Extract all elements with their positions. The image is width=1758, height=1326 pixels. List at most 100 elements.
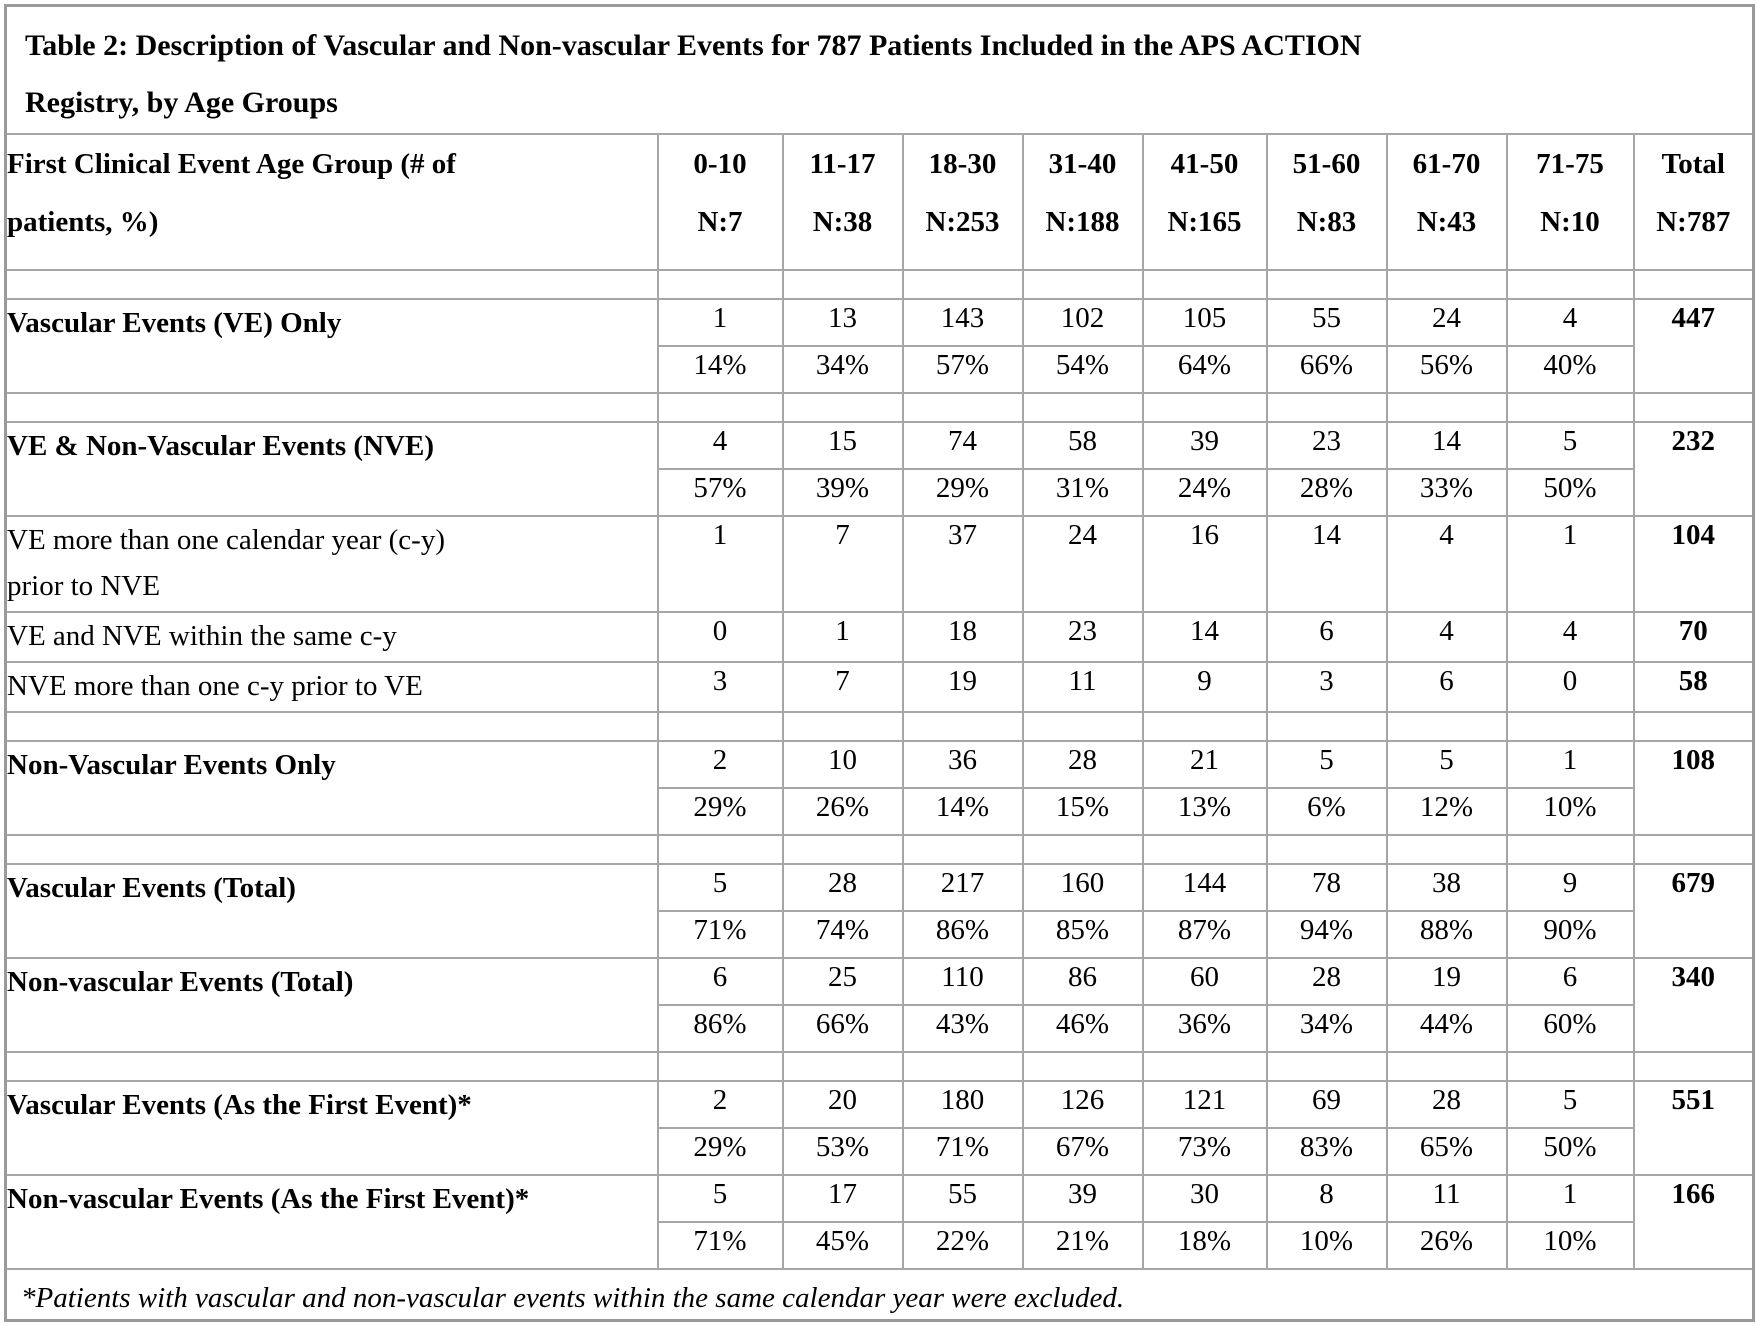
subsection-label-text: NVE more than one c-y prior to VE — [7, 669, 423, 702]
percent-cell: 71% — [901, 1126, 1024, 1176]
table-footnote-row: *Patients with vascular and non-vascular… — [4, 1267, 1755, 1322]
age-n-label: N:188 — [1045, 205, 1120, 238]
table-title: Table 2: Description of Vascular and Non… — [4, 4, 1755, 135]
percent-cell: 44% — [1385, 1003, 1508, 1053]
count-cell: 6 — [1385, 660, 1508, 713]
percent-cell: 43% — [901, 1003, 1024, 1053]
age-range-label: 18-30 — [928, 147, 997, 180]
count-cell: 5 — [1385, 739, 1508, 789]
spacer-row — [4, 391, 1755, 423]
total-cell: 104 — [1632, 514, 1755, 613]
percent-cell: 29% — [901, 467, 1024, 517]
total-cell: 679 — [1632, 862, 1755, 959]
count-cell: 24 — [1385, 297, 1508, 347]
spacer-cell — [781, 391, 904, 423]
count-cell: 5 — [1265, 739, 1388, 789]
percent-cell: 40% — [1505, 344, 1635, 394]
percent-cell: 29% — [656, 1126, 784, 1176]
spacer-cell — [4, 833, 659, 865]
percent-cell: 66% — [781, 1003, 904, 1053]
spacer-cell — [1021, 710, 1144, 742]
count-cell: 28 — [781, 862, 904, 912]
count-cell: 60 — [1141, 956, 1268, 1006]
spacer-row — [4, 268, 1755, 300]
percent-cell: 34% — [781, 344, 904, 394]
spacer-cell — [901, 391, 1024, 423]
percent-cell: 71% — [656, 1220, 784, 1270]
count-cell: 4 — [1505, 610, 1635, 663]
section-percent-row: 71% 45% 22% 21% 18% 10% 26% 10% — [6, 1220, 1754, 1270]
percent-cell: 22% — [901, 1220, 1024, 1270]
section-count-row: Non-Vascular Events Only 2 10 36 28 21 5 5 1 108 — [4, 739, 1755, 836]
age-range-label: 31-40 — [1048, 147, 1117, 180]
subsection-label: NVE more than one c-y prior to VE — [4, 660, 659, 713]
count-cell: 55 — [1265, 297, 1388, 347]
age-range-label: 61-70 — [1412, 147, 1481, 180]
section-percent-row: 14% 34% 57% 54% 64% 66% 56% 40% — [6, 344, 1754, 394]
spacer-cell — [4, 1050, 659, 1082]
percent-cell: 87% — [1141, 909, 1268, 959]
percent-cell: 57% — [656, 467, 784, 517]
count-cell: 28 — [1385, 1079, 1508, 1129]
section-percent-row: 29% 53% 71% 67% 73% 83% 65% 50% — [6, 1126, 1754, 1176]
percent-cell: 86% — [901, 909, 1024, 959]
age-n-label: N:7 — [697, 205, 743, 238]
count-cell: 11 — [1021, 660, 1144, 713]
header-age-group-cell: 71-75 N:10 — [1505, 132, 1635, 271]
count-cell: 11 — [1385, 1173, 1508, 1223]
percent-cell: 10% — [1505, 1220, 1635, 1270]
count-cell: 28 — [1265, 956, 1388, 1006]
spacer-cell — [1632, 268, 1755, 300]
spacer-row — [4, 833, 1755, 865]
count-cell: 3 — [1265, 660, 1388, 713]
spacer-cell — [656, 1050, 784, 1082]
age-n-label: N:83 — [1296, 205, 1357, 238]
count-cell: 16 — [1141, 514, 1268, 613]
section-percent-row: 71% 74% 86% 85% 87% 94% 88% 90% — [6, 909, 1754, 959]
age-range-label: 11-17 — [809, 147, 876, 180]
events-table: Table 2: Description of Vascular and Non… — [4, 4, 1756, 1322]
spacer-cell — [4, 391, 659, 423]
spacer-cell — [1021, 1050, 1144, 1082]
header-row-label: First Clinical Event Age Group (# of pat… — [4, 132, 659, 271]
percent-cell: 10% — [1265, 1220, 1388, 1270]
spacer-cell — [1632, 710, 1755, 742]
count-cell: 5 — [656, 1173, 784, 1223]
table-title-row: Table 2: Description of Vascular and Non… — [4, 4, 1755, 135]
percent-cell: 13% — [1141, 786, 1268, 836]
section-count-row: Vascular Events (Total) 5 28 217 160 144 78 38 9… — [4, 862, 1755, 959]
percent-cell: 26% — [781, 786, 904, 836]
spacer-cell — [1632, 391, 1755, 423]
count-cell: 1 — [1505, 739, 1635, 789]
age-n-label: N:10 — [1540, 205, 1600, 238]
percent-cell: 34% — [1265, 1003, 1388, 1053]
count-cell: 217 — [901, 862, 1024, 912]
percent-cell: 28% — [1265, 467, 1388, 517]
spacer-row — [4, 1050, 1755, 1082]
spacer-cell — [1505, 833, 1635, 865]
percent-cell: 88% — [1385, 909, 1508, 959]
count-cell: 2 — [656, 1079, 784, 1129]
percent-cell: 21% — [1021, 1220, 1144, 1270]
spacer-cell — [1505, 1050, 1635, 1082]
count-cell: 39 — [1141, 420, 1268, 470]
header-total-cell: Total N:787 — [1632, 132, 1755, 271]
count-cell: 10 — [781, 739, 904, 789]
spacer-cell — [1265, 391, 1388, 423]
spacer-cell — [1265, 710, 1388, 742]
spacer-cell — [1021, 268, 1144, 300]
spacer-cell — [656, 391, 784, 423]
age-range-label: 51-60 — [1292, 147, 1361, 180]
age-n-label: N:165 — [1167, 205, 1242, 238]
count-cell: 4 — [1385, 514, 1508, 613]
header-age-group-cell: 61-70 N:43 — [1385, 132, 1508, 271]
spacer-cell — [781, 833, 904, 865]
section-count-row: Vascular Events (As the First Event)* 2 20… — [4, 1079, 1755, 1176]
count-cell: 24 — [1021, 514, 1144, 613]
section-label: Vascular Events (Total) — [4, 862, 659, 959]
count-cell: 55 — [901, 1173, 1024, 1223]
spacer-cell — [901, 268, 1024, 300]
percent-cell: 54% — [1021, 344, 1144, 394]
percent-cell: 33% — [1385, 467, 1508, 517]
percent-cell: 39% — [781, 467, 904, 517]
